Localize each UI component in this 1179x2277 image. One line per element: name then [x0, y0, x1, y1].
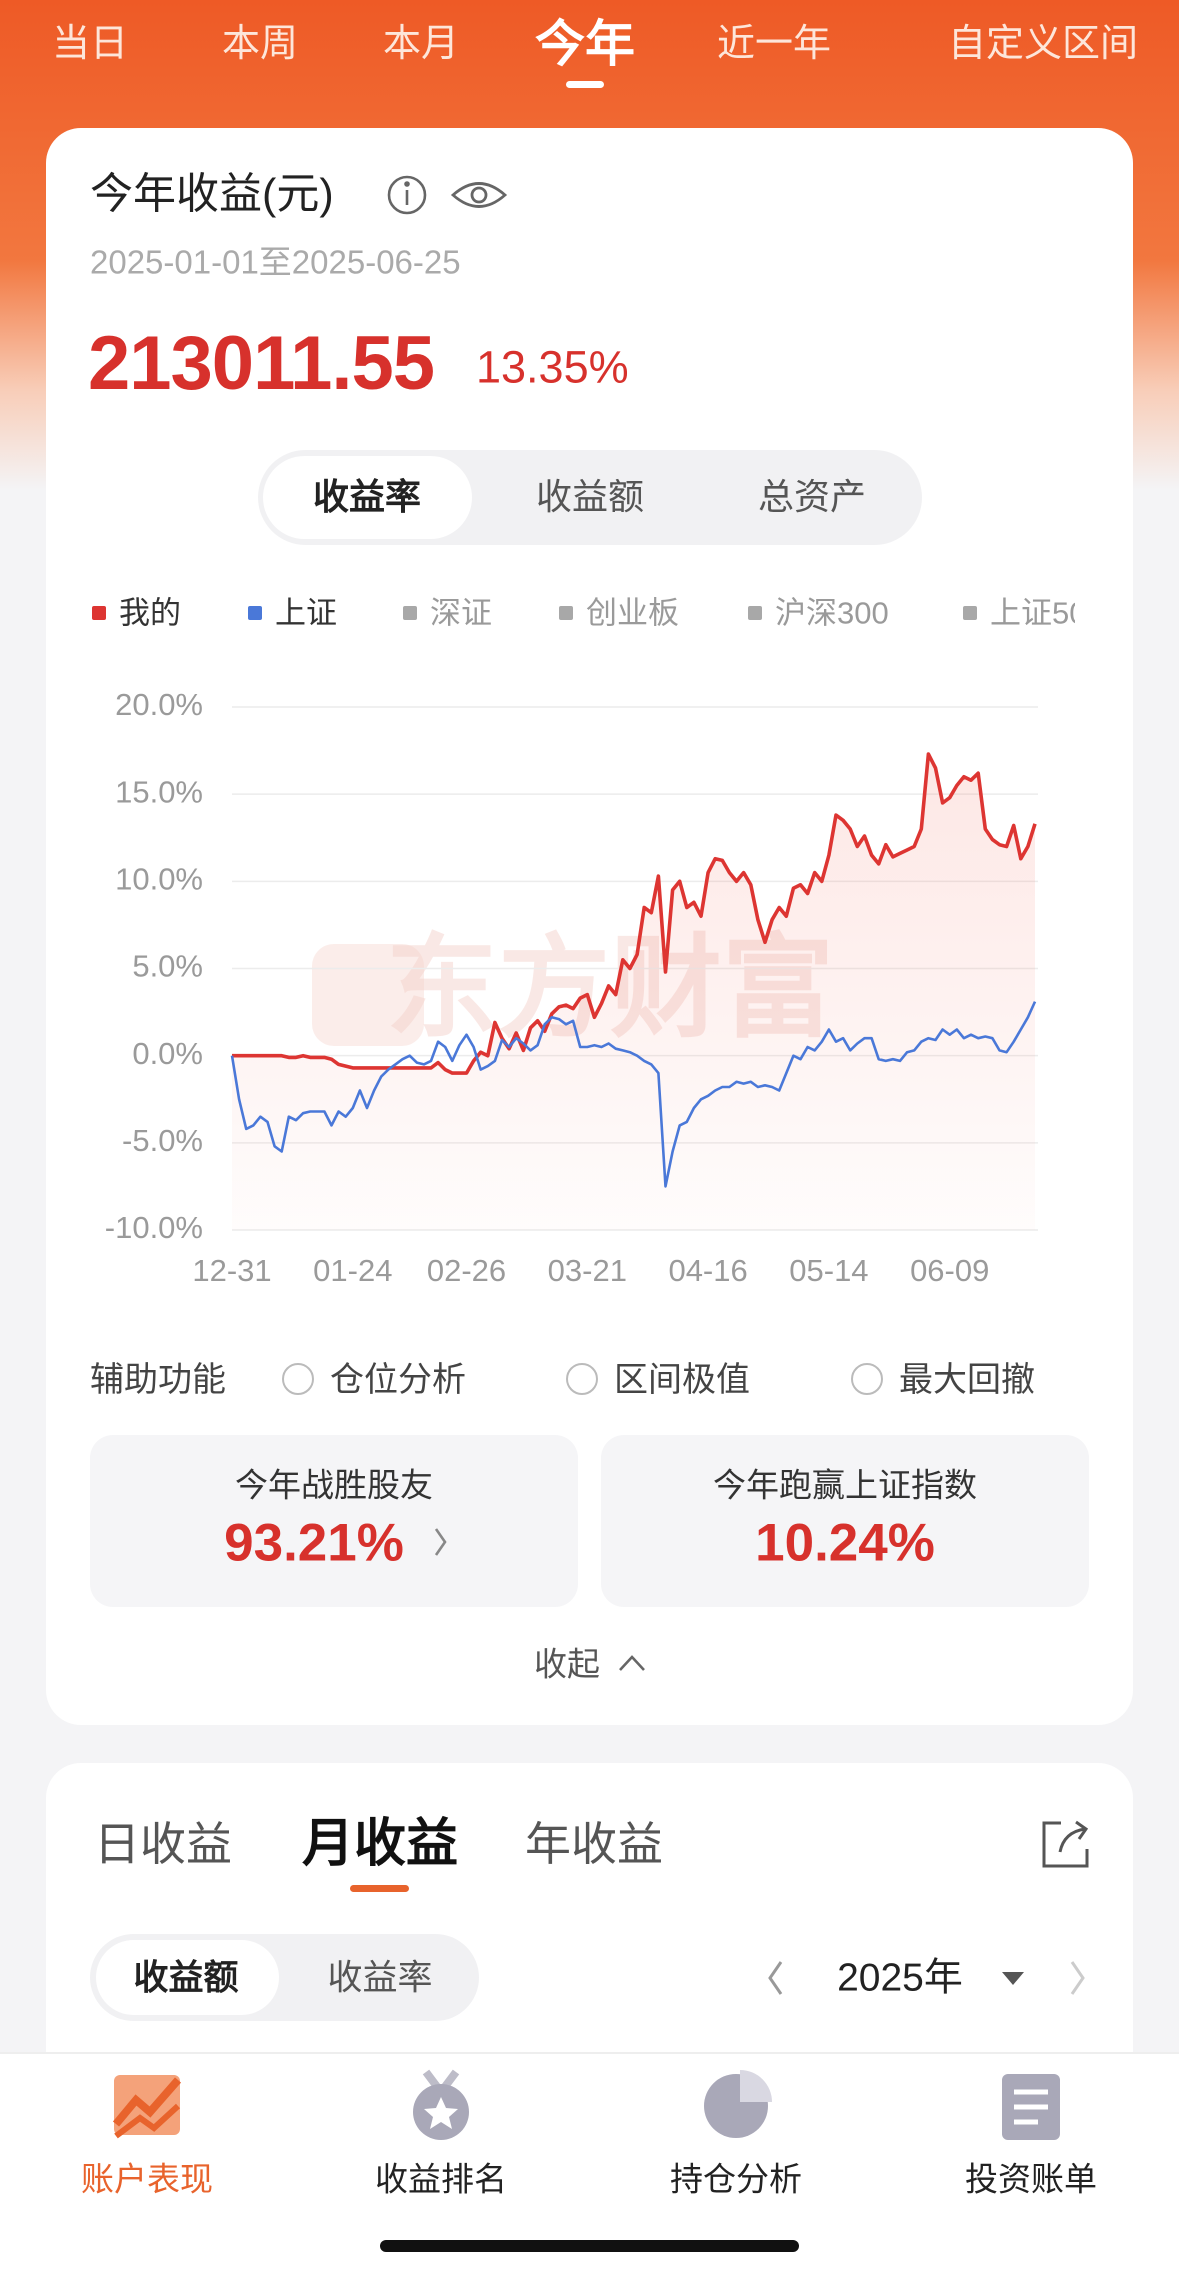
radio[interactable]	[851, 1363, 883, 1395]
period-tab[interactable]: 今年	[535, 16, 635, 72]
period-tab[interactable]: 本月	[382, 23, 460, 65]
aux-label: 辅助功能	[90, 1361, 226, 1399]
year-label[interactable]: 2025年	[837, 1956, 963, 2000]
period-tab[interactable]: 当日	[51, 23, 129, 65]
stat-label: 今年跑赢上证指数	[713, 1466, 977, 1504]
tab-underline	[566, 81, 604, 88]
segment-selected	[263, 456, 472, 539]
detail-tab[interactable]: 月收益	[301, 1815, 459, 1873]
collapse-label[interactable]: 收起	[534, 1645, 600, 1683]
segment-tab[interactable]: 收益额	[535, 476, 645, 517]
total-rate: 13.35%	[476, 341, 629, 393]
nav-label[interactable]: 账户表现	[81, 2160, 213, 2198]
period-tab[interactable]: 本周	[221, 23, 299, 65]
nav-label[interactable]: 持仓分析	[670, 2160, 802, 2198]
stat-value: 93.21%	[224, 1513, 404, 1573]
stat-value: 10.24%	[755, 1513, 935, 1573]
legend-label[interactable]: 深证	[430, 595, 492, 631]
aux-option[interactable]: 最大回撤	[899, 1361, 1035, 1399]
legend-label[interactable]: 沪深300	[775, 595, 889, 631]
legend-label[interactable]: 创业板	[586, 595, 679, 631]
stat-box[interactable]	[90, 1435, 578, 1607]
bottom-nav	[0, 2052, 1179, 2277]
period-tab[interactable]: 近一年	[716, 23, 832, 65]
detail-tab[interactable]: 日收益	[94, 1818, 232, 1870]
legend: 我的 上证 深证 创业板 沪深300 上证50	[0, 580, 1075, 650]
toggle-selected	[96, 1940, 279, 2015]
stat-label: 今年战胜股友	[235, 1466, 433, 1504]
radio[interactable]	[282, 1363, 314, 1395]
segment-tab[interactable]: 收益率	[312, 476, 422, 517]
total-amount: 213011.55	[88, 321, 435, 406]
toggle-item[interactable]: 收益率	[327, 1958, 433, 1998]
legend-swatch	[92, 606, 106, 620]
legend-label[interactable]: 我的	[119, 595, 181, 631]
nav-label[interactable]: 收益排名	[375, 2160, 507, 2198]
toggle-item[interactable]: 收益额	[133, 1958, 239, 1998]
segment-tab[interactable]: 总资产	[757, 476, 867, 517]
date-range: 2025-01-01至2025-06-25	[90, 243, 461, 281]
radio[interactable]	[566, 1363, 598, 1395]
aux-option[interactable]: 仓位分析	[330, 1361, 466, 1399]
aux-option[interactable]: 区间极值	[614, 1361, 750, 1399]
legend-label[interactable]: 上证	[275, 595, 337, 631]
legend-swatch	[403, 606, 417, 620]
summary-title: 今年收益(元)	[90, 170, 334, 219]
legend-swatch	[248, 606, 262, 620]
detail-tab[interactable]: 年收益	[525, 1818, 663, 1870]
detail-tab-underline	[350, 1885, 409, 1892]
period-tab[interactable]: 自定义区间	[947, 23, 1139, 65]
legend-swatch	[963, 606, 977, 620]
legend-swatch	[559, 606, 573, 620]
legend-swatch	[748, 606, 762, 620]
stat-box	[601, 1435, 1089, 1607]
legend-label[interactable]: 上证50	[990, 595, 1075, 631]
nav-label[interactable]: 投资账单	[965, 2160, 1097, 2198]
